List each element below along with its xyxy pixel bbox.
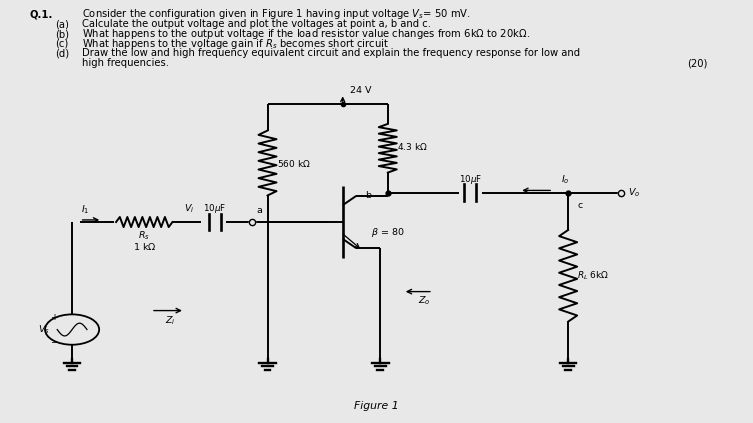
Text: $Z_i$: $Z_i$ (165, 314, 175, 327)
Text: Consider the configuration given in Figure 1 having input voltage $V_s$= 50 mV.: Consider the configuration given in Figu… (82, 7, 471, 21)
Text: −: − (50, 337, 59, 346)
Text: $\beta$ = 80: $\beta$ = 80 (371, 226, 405, 239)
Text: What happens to the output voltage if the load resistor value changes from 6k$\O: What happens to the output voltage if th… (82, 27, 530, 41)
Text: $V_i$: $V_i$ (184, 202, 194, 215)
Text: $I_o$: $I_o$ (561, 173, 569, 186)
Text: (20): (20) (687, 58, 707, 68)
Text: $R_L$ 6k$\Omega$: $R_L$ 6k$\Omega$ (578, 269, 609, 282)
Text: $V_s$: $V_s$ (38, 323, 50, 336)
Text: $I_1$: $I_1$ (81, 203, 90, 216)
Text: $Z_o$: $Z_o$ (418, 295, 430, 307)
Text: $R_s$: $R_s$ (139, 229, 150, 242)
Text: b: b (365, 191, 371, 201)
Text: 1 k$\Omega$: 1 k$\Omega$ (133, 241, 156, 252)
Text: 24 V: 24 V (350, 86, 372, 95)
Text: (a): (a) (55, 19, 69, 29)
Text: 560 k$\Omega$: 560 k$\Omega$ (276, 157, 310, 168)
Text: Calculate the output voltage and plot the voltages at point a, b and c.: Calculate the output voltage and plot th… (82, 19, 431, 29)
Text: 10$\mu$F: 10$\mu$F (203, 202, 227, 215)
Text: 10$\mu$F: 10$\mu$F (459, 173, 482, 187)
Text: Q.1.: Q.1. (29, 9, 53, 19)
Text: Figure 1: Figure 1 (354, 401, 399, 411)
Text: (d): (d) (55, 48, 69, 58)
Text: (c): (c) (55, 38, 68, 49)
Text: 4.3 k$\Omega$: 4.3 k$\Omega$ (397, 141, 428, 152)
Text: What happens to the voltage gain if $R_s$ becomes short circuit: What happens to the voltage gain if $R_s… (82, 37, 389, 51)
Text: +: + (50, 313, 59, 322)
Text: high frequencies.: high frequencies. (82, 58, 169, 68)
Text: $V_o$: $V_o$ (628, 186, 641, 199)
Text: c: c (578, 201, 582, 210)
Text: a: a (256, 206, 262, 215)
Text: (b): (b) (55, 29, 69, 39)
Text: Draw the low and high frequency equivalent circuit and explain the frequency res: Draw the low and high frequency equivale… (82, 48, 580, 58)
